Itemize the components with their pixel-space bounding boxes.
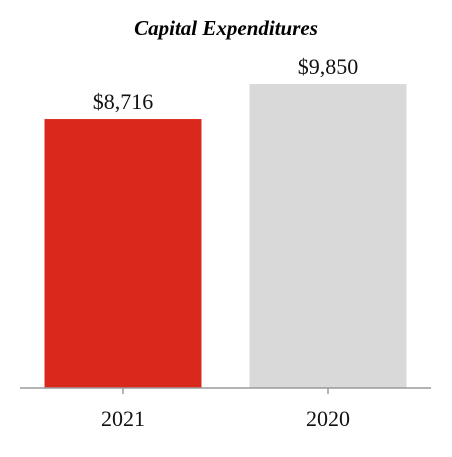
x-tick-label-2020: 2020 (306, 406, 350, 431)
data-label-2020: $9,850 (298, 54, 359, 79)
chart-title: Capital Expenditures (134, 16, 318, 40)
bar-2021 (44, 119, 202, 389)
x-tick-label-2021: 2021 (101, 406, 145, 431)
bar-2020 (249, 84, 407, 389)
data-label-2021: $8,716 (93, 89, 154, 114)
